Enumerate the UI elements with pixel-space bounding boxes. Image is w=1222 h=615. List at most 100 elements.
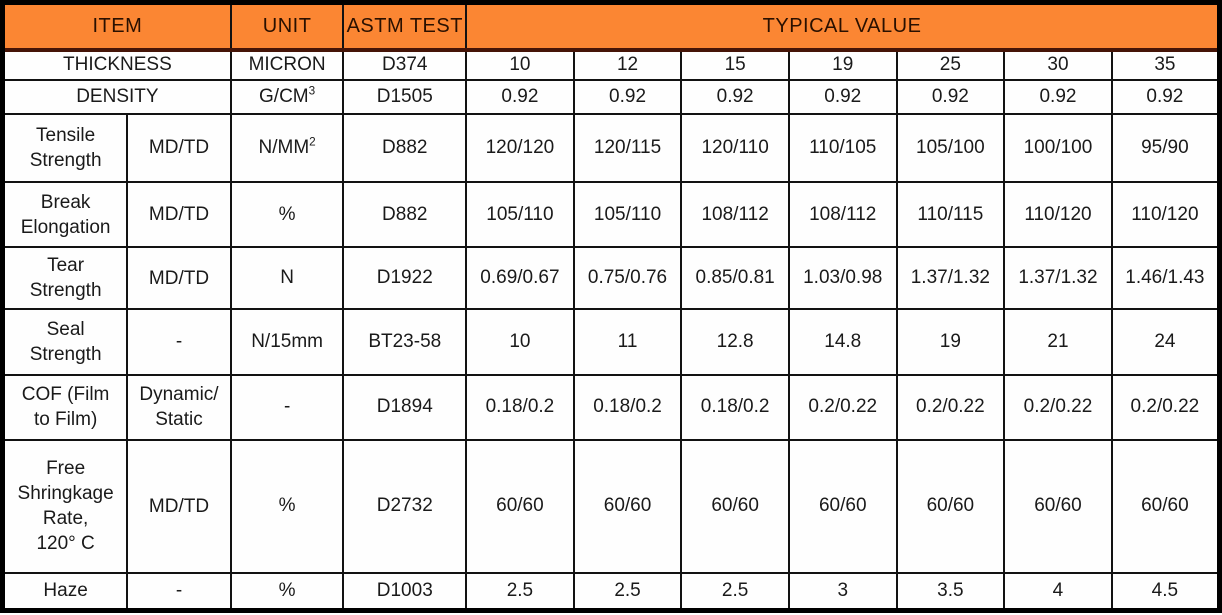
row-label: THICKNESS <box>1 48 232 82</box>
value-cell: 105/110 <box>572 180 683 249</box>
header-row: ITEM UNIT ASTM TEST TYPICAL VALUE <box>1 1 1221 52</box>
unit-cell: - <box>229 373 345 442</box>
value-cell: 11 <box>572 307 683 376</box>
value-cell: 14.8 <box>787 307 898 376</box>
value-cell: 3 <box>787 571 898 612</box>
value-cell: 60/60 <box>572 439 683 574</box>
table-row-haze: Haze - % D1003 2.5 2.5 2.5 3 3.5 4 4.5 <box>1 571 1221 612</box>
unit-cell: % <box>229 180 345 249</box>
value-cell: 110/105 <box>787 113 898 183</box>
value-cell: 95/90 <box>1110 113 1221 183</box>
value-cell: 0.85/0.81 <box>680 246 790 310</box>
astm-cell: D1894 <box>342 373 468 442</box>
row-label: Tear Strength <box>1 246 129 310</box>
row-label: Haze <box>1 571 129 612</box>
value-cell: 30 <box>1003 48 1113 82</box>
value-cell: 19 <box>895 307 1006 376</box>
unit-cell: N <box>229 246 345 310</box>
value-cell: 0.18/0.2 <box>680 373 790 442</box>
value-cell: 60/60 <box>787 439 898 574</box>
row-sublabel: MD/TD <box>126 180 232 249</box>
unit-cell: G/CM3 <box>229 79 345 116</box>
value-cell: 60/60 <box>465 439 575 574</box>
unit-cell: % <box>229 571 345 612</box>
table-row-tear-strength: Tear Strength MD/TD N D1922 0.69/0.67 0.… <box>1 246 1221 310</box>
astm-cell: BT23-58 <box>342 307 468 376</box>
table-row-tensile-strength: Tensile Strength MD/TD N/MM2 D882 120/12… <box>1 113 1221 183</box>
value-cell: 60/60 <box>680 439 790 574</box>
value-cell: 120/120 <box>465 113 575 183</box>
value-cell: 1.37/1.32 <box>895 246 1006 310</box>
header-unit: UNIT <box>229 1 345 52</box>
value-cell: 0.2/0.22 <box>895 373 1006 442</box>
value-cell: 0.2/0.22 <box>787 373 898 442</box>
value-cell: 2.5 <box>572 571 683 612</box>
value-cell: 0.2/0.22 <box>1110 373 1221 442</box>
value-cell: 105/100 <box>895 113 1006 183</box>
value-cell: 0.69/0.67 <box>465 246 575 310</box>
value-cell: 108/112 <box>787 180 898 249</box>
table-row-cof: COF (Film to Film) Dynamic/ Static - D18… <box>1 373 1221 442</box>
unit-cell: N/15mm <box>229 307 345 376</box>
row-sublabel: MD/TD <box>126 439 232 574</box>
row-label: Seal Strength <box>1 307 129 376</box>
value-cell: 1.03/0.98 <box>787 246 898 310</box>
astm-cell: D374 <box>342 48 468 82</box>
value-cell: 0.92 <box>1110 79 1221 116</box>
value-cell: 10 <box>465 48 575 82</box>
value-cell: 35 <box>1110 48 1221 82</box>
row-label: DENSITY <box>1 79 232 116</box>
value-cell: 2.5 <box>680 571 790 612</box>
value-cell: 0.18/0.2 <box>572 373 683 442</box>
value-cell: 120/110 <box>680 113 790 183</box>
row-sublabel: MD/TD <box>126 113 232 183</box>
unit-cell: MICRON <box>229 48 345 82</box>
table-row-break-elongation: Break Elongation MD/TD % D882 105/110 10… <box>1 180 1221 249</box>
value-cell: 108/112 <box>680 180 790 249</box>
row-sublabel: MD/TD <box>126 246 232 310</box>
value-cell: 4.5 <box>1110 571 1221 612</box>
table-row-seal-strength: Seal Strength - N/15mm BT23-58 10 11 12.… <box>1 307 1221 376</box>
value-cell: 21 <box>1003 307 1113 376</box>
table-row-free-shrinkage-rate: Free Shringkage Rate, 120° C MD/TD % D27… <box>1 439 1221 574</box>
value-cell: 19 <box>787 48 898 82</box>
value-cell: 110/115 <box>895 180 1006 249</box>
astm-cell: D1922 <box>342 246 468 310</box>
value-cell: 0.92 <box>787 79 898 116</box>
value-cell: 60/60 <box>895 439 1006 574</box>
value-cell: 24 <box>1110 307 1221 376</box>
astm-cell: D2732 <box>342 439 468 574</box>
value-cell: 0.75/0.76 <box>572 246 683 310</box>
unit-cell: % <box>229 439 345 574</box>
value-cell: 100/100 <box>1003 113 1113 183</box>
astm-cell: D1505 <box>342 79 468 116</box>
value-cell: 10 <box>465 307 575 376</box>
value-cell: 110/120 <box>1110 180 1221 249</box>
row-label: COF (Film to Film) <box>1 373 129 442</box>
value-cell: 105/110 <box>465 180 575 249</box>
value-cell: 1.37/1.32 <box>1003 246 1113 310</box>
value-cell: 0.2/0.22 <box>1003 373 1113 442</box>
row-sublabel: - <box>126 307 232 376</box>
value-cell: 1.46/1.43 <box>1110 246 1221 310</box>
row-label: Free Shringkage Rate, 120° C <box>1 439 129 574</box>
value-cell: 120/115 <box>572 113 683 183</box>
header-typical-value: TYPICAL VALUE <box>465 1 1221 52</box>
header-astm-test: ASTM TEST <box>342 1 468 52</box>
value-cell: 0.92 <box>680 79 790 116</box>
value-cell: 25 <box>895 48 1006 82</box>
header-item: ITEM <box>1 1 232 52</box>
row-label: Tensile Strength <box>1 113 129 183</box>
astm-cell: D882 <box>342 113 468 183</box>
value-cell: 0.92 <box>895 79 1006 116</box>
value-cell: 0.18/0.2 <box>465 373 575 442</box>
value-cell: 60/60 <box>1110 439 1221 574</box>
value-cell: 15 <box>680 48 790 82</box>
row-sublabel: Dynamic/ Static <box>126 373 232 442</box>
value-cell: 0.92 <box>1003 79 1113 116</box>
astm-cell: D1003 <box>342 571 468 612</box>
unit-cell: N/MM2 <box>229 113 345 183</box>
value-cell: 60/60 <box>1003 439 1113 574</box>
value-cell: 0.92 <box>465 79 575 116</box>
